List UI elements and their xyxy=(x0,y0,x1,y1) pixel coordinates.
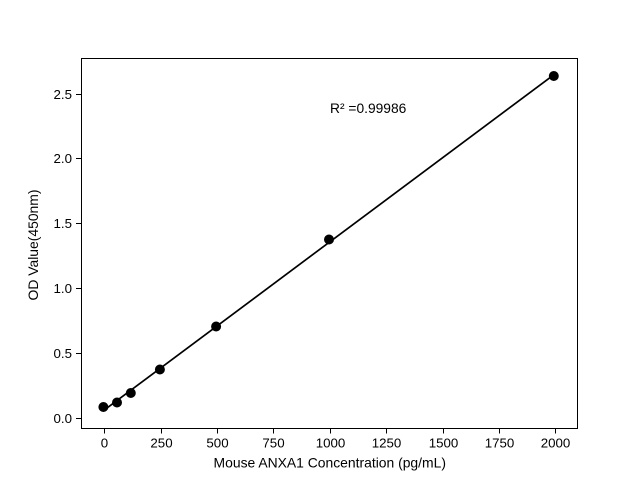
svg-text:0.0: 0.0 xyxy=(54,411,73,426)
svg-text:R² =0.99986: R² =0.99986 xyxy=(330,101,407,116)
svg-text:2.5: 2.5 xyxy=(54,87,73,102)
svg-text:1500: 1500 xyxy=(429,436,459,451)
svg-text:OD Value(450nm): OD Value(450nm) xyxy=(25,190,41,301)
svg-text:1.0: 1.0 xyxy=(54,281,73,296)
svg-text:Mouse ANXA1 Concentration (pg/: Mouse ANXA1 Concentration (pg/mL) xyxy=(214,455,446,471)
svg-text:1000: 1000 xyxy=(316,436,346,451)
svg-text:500: 500 xyxy=(206,436,228,451)
svg-text:0.5: 0.5 xyxy=(54,346,73,361)
svg-text:750: 750 xyxy=(262,436,284,451)
svg-text:1250: 1250 xyxy=(372,436,402,451)
svg-text:250: 250 xyxy=(150,436,172,451)
svg-text:2.0: 2.0 xyxy=(54,151,73,166)
svg-text:0: 0 xyxy=(101,436,108,451)
svg-text:1750: 1750 xyxy=(485,436,515,451)
svg-text:2000: 2000 xyxy=(541,436,571,451)
svg-text:1.5: 1.5 xyxy=(54,216,73,231)
